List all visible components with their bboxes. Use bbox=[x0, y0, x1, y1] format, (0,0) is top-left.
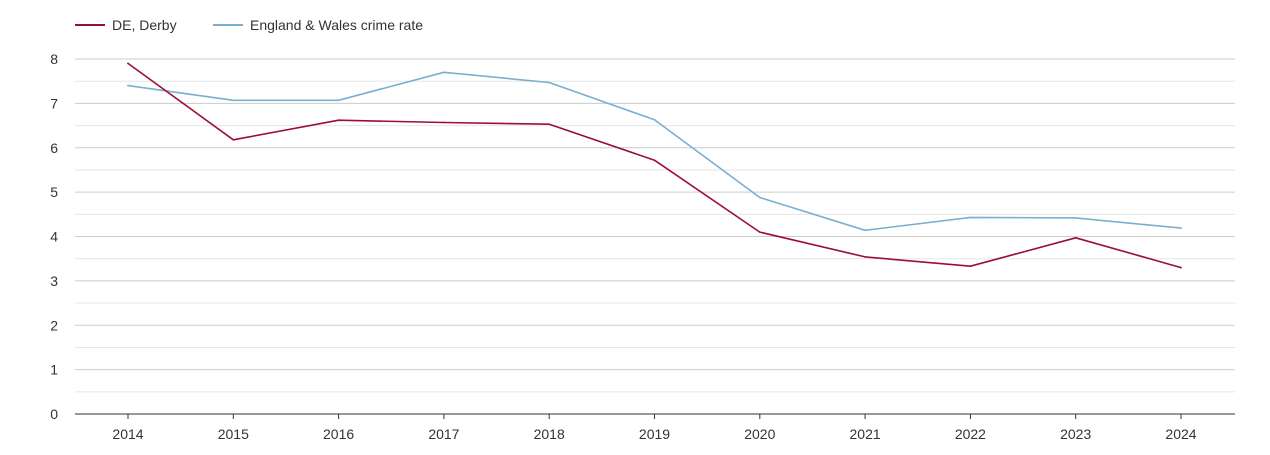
y-tick-label: 0 bbox=[50, 406, 58, 422]
data-point bbox=[1180, 227, 1182, 229]
x-tick-label: 2019 bbox=[639, 426, 670, 442]
data-point bbox=[969, 265, 972, 268]
x-tick-label: 2020 bbox=[744, 426, 775, 442]
y-tick-label: 6 bbox=[50, 140, 58, 156]
data-point bbox=[759, 231, 761, 233]
data-point bbox=[653, 159, 656, 161]
data-point bbox=[1074, 237, 1077, 239]
data-point bbox=[653, 118, 656, 121]
data-point bbox=[548, 123, 550, 126]
data-point bbox=[337, 99, 340, 102]
data-point bbox=[969, 216, 972, 219]
x-tick-label: 2017 bbox=[428, 426, 459, 442]
x-tick-label: 2014 bbox=[112, 426, 143, 442]
x-tick-label: 2018 bbox=[534, 426, 565, 442]
x-tick-label: 2024 bbox=[1165, 426, 1196, 442]
legend-label: DE, Derby bbox=[112, 17, 177, 33]
data-point bbox=[548, 81, 550, 84]
series-line-england-wales bbox=[127, 71, 1182, 232]
y-tick-label: 8 bbox=[50, 51, 58, 67]
data-point bbox=[864, 229, 866, 232]
data-point bbox=[443, 71, 445, 74]
data-point bbox=[127, 84, 129, 87]
x-tick-label: 2016 bbox=[323, 426, 354, 442]
data-point bbox=[232, 99, 235, 102]
data-point bbox=[1180, 266, 1182, 269]
data-point bbox=[864, 256, 866, 258]
data-point bbox=[232, 138, 235, 141]
y-tick-label: 1 bbox=[50, 362, 58, 378]
y-tick-label: 5 bbox=[50, 184, 58, 200]
series bbox=[127, 62, 1182, 269]
x-tick-label: 2021 bbox=[850, 426, 881, 442]
y-tick-label: 2 bbox=[50, 317, 58, 333]
data-point bbox=[127, 62, 129, 65]
y-tick-label: 4 bbox=[50, 229, 58, 245]
x-tick-label: 2022 bbox=[955, 426, 986, 442]
legend-label: England & Wales crime rate bbox=[250, 17, 423, 33]
data-point bbox=[759, 196, 761, 199]
data-point bbox=[1074, 217, 1077, 219]
axes: 0 1 2 3 4 5 6 7 8 2014 2015 2016 2017 2018 2019 2020 202… bbox=[50, 51, 1235, 442]
legend: DE, Derby England & Wales crime rate bbox=[75, 17, 423, 33]
y-tick-label: 7 bbox=[50, 95, 58, 111]
x-tick-label: 2023 bbox=[1060, 426, 1091, 442]
data-point bbox=[337, 119, 340, 122]
data-point bbox=[443, 121, 445, 124]
grid bbox=[75, 58, 1235, 393]
y-tick-label: 3 bbox=[50, 273, 58, 289]
x-tick-label: 2015 bbox=[218, 426, 249, 442]
